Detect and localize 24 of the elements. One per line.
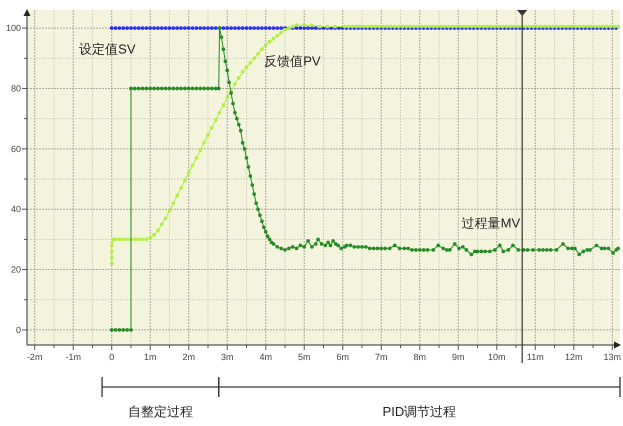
annotation: PID调节过程 [382,404,456,419]
x-tick-label: 13m [604,352,622,362]
x-tick-label: 4m [259,352,272,362]
x-tick-label: 10m [488,352,506,362]
y-tick-label: 60 [10,144,21,154]
x-tick-label: 8m [414,352,426,362]
x-tick-label: 1m [144,352,156,362]
x-tick-label: 7m [375,352,388,362]
y-tick-label: 40 [10,204,21,214]
y-tick-label: 80 [10,83,21,94]
x-tick-label: 2m [182,352,195,362]
x-tick-label: 5m [298,352,311,362]
y-tick-label: 100 [6,23,21,34]
x-tick-label: -2m [26,352,42,362]
x-tick-label: 9m [452,352,465,362]
annotation: 自整定过程 [128,404,193,419]
x-tick-label: 6m [336,352,350,362]
y-tick-label: 20 [10,264,21,275]
x-tick-label: 3m [220,352,234,362]
x-tick-label: 12m [565,352,583,362]
y-tick-label: 0 [16,324,21,335]
x-tick-label: 11m [526,352,544,362]
x-tick-label: -1m [65,352,81,362]
x-tick-label: 0 [109,352,114,362]
